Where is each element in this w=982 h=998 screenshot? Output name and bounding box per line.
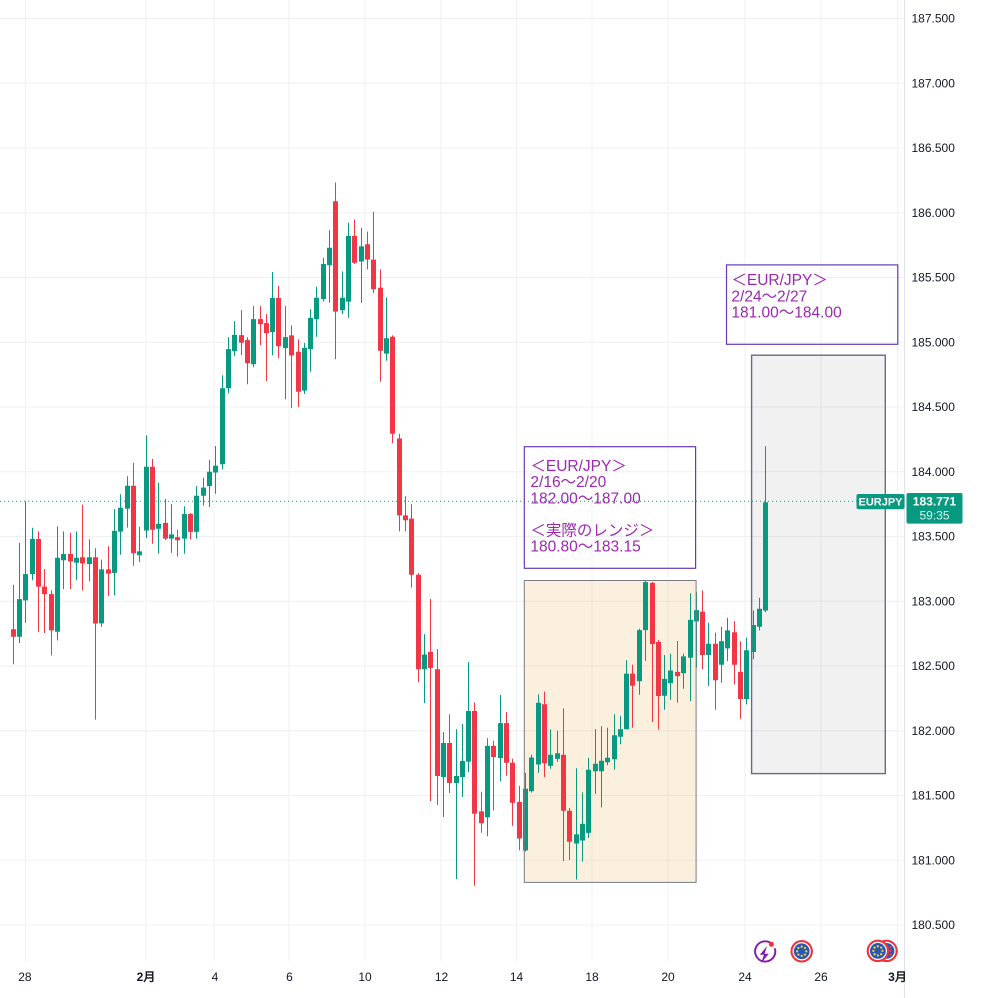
svg-text:20: 20 [661, 970, 675, 984]
svg-text:185.500: 185.500 [912, 271, 956, 285]
svg-text:＜EUR/JPY＞: ＜EUR/JPY＞ [731, 272, 827, 289]
svg-text:4: 4 [212, 970, 219, 984]
svg-text:183.000: 183.000 [912, 594, 956, 608]
svg-text:182.00～187.00: 182.00～187.00 [530, 491, 641, 508]
svg-text:6: 6 [286, 970, 293, 984]
svg-text:182.500: 182.500 [912, 659, 956, 673]
svg-text:12: 12 [435, 970, 449, 984]
svg-text:181.500: 181.500 [912, 789, 956, 803]
svg-text:184.000: 184.000 [912, 465, 956, 479]
svg-text:18: 18 [585, 970, 599, 984]
svg-text:14: 14 [510, 970, 524, 984]
svg-text:10: 10 [358, 970, 372, 984]
svg-text:187.000: 187.000 [912, 76, 956, 90]
svg-text:＜EUR/JPY＞: ＜EUR/JPY＞ [530, 458, 626, 475]
svg-text:180.500: 180.500 [912, 918, 956, 932]
svg-text:182.000: 182.000 [912, 724, 956, 738]
svg-text:2/16～2/20: 2/16～2/20 [530, 474, 606, 491]
svg-text:2/24～2/27: 2/24～2/27 [731, 288, 807, 305]
svg-text:183.771: 183.771 [913, 495, 957, 509]
svg-text:185.000: 185.000 [912, 335, 956, 349]
svg-text:EURJPY: EURJPY [858, 497, 903, 509]
svg-text:181.00～184.00: 181.00～184.00 [731, 305, 842, 322]
svg-text:183.500: 183.500 [912, 530, 956, 544]
svg-text:181.000: 181.000 [912, 853, 956, 867]
svg-text:26: 26 [814, 970, 828, 984]
svg-text:2月: 2月 [137, 970, 156, 984]
svg-text:＜実際のレンジ＞: ＜実際のレンジ＞ [530, 521, 654, 539]
svg-text:28: 28 [18, 970, 32, 984]
svg-text:24: 24 [738, 970, 752, 984]
svg-text:180.80～183.15: 180.80～183.15 [530, 539, 640, 556]
svg-text:3月: 3月 [888, 970, 907, 984]
svg-text:186.000: 186.000 [912, 206, 956, 220]
svg-text:186.500: 186.500 [912, 141, 956, 155]
svg-text:187.500: 187.500 [912, 12, 956, 26]
svg-text:59:35: 59:35 [919, 509, 949, 523]
svg-text:184.500: 184.500 [912, 400, 956, 414]
